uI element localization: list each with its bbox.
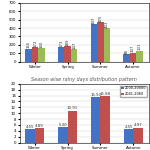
Bar <box>124 129 133 142</box>
Text: 475: 475 <box>98 14 102 22</box>
Text: 4.55: 4.55 <box>26 125 34 129</box>
Text: 447: 447 <box>92 16 96 24</box>
Text: 15.50: 15.50 <box>90 93 101 97</box>
Bar <box>38 48 45 62</box>
Text: 10.91: 10.91 <box>66 106 78 110</box>
Text: 4.89: 4.89 <box>35 124 44 128</box>
Text: 173: 173 <box>59 39 63 47</box>
Bar <box>91 97 101 142</box>
Legend: Baseline(1971-2010), 2041-2060, 2061-2080: Baseline(1971-2010), 2041-2060, 2061-208… <box>39 85 129 90</box>
Text: 160: 160 <box>40 41 44 48</box>
Text: 88: 88 <box>124 49 128 54</box>
Text: 4.55: 4.55 <box>124 125 133 129</box>
Text: 172: 172 <box>33 40 37 47</box>
Text: 189: 189 <box>66 38 70 46</box>
Text: 403: 403 <box>105 20 109 28</box>
Bar <box>136 51 143 62</box>
Bar <box>123 54 130 62</box>
Text: 155: 155 <box>27 41 31 48</box>
Bar <box>68 111 77 142</box>
Bar <box>133 128 143 142</box>
Title: Season wise rainy days distribution pattern: Season wise rainy days distribution patt… <box>31 77 137 82</box>
Bar <box>71 49 78 62</box>
Bar <box>130 53 136 62</box>
Bar <box>58 47 64 62</box>
Bar <box>32 47 38 62</box>
Text: 107: 107 <box>131 45 135 52</box>
Bar <box>90 24 97 62</box>
Bar <box>103 28 110 62</box>
Text: 5.30: 5.30 <box>59 123 67 127</box>
Text: 131: 131 <box>137 43 141 51</box>
Bar <box>25 129 35 142</box>
Text: 4.97: 4.97 <box>134 123 142 127</box>
Bar <box>97 22 103 62</box>
Bar <box>100 96 110 142</box>
Bar <box>64 46 71 62</box>
Text: 147: 147 <box>72 42 76 49</box>
Bar <box>35 128 44 142</box>
Legend: 2000-20000, 2041-2060: 2000-20000, 2041-2060 <box>120 86 147 97</box>
Bar <box>25 49 32 62</box>
Bar <box>58 127 68 142</box>
Text: 15.88: 15.88 <box>99 92 111 96</box>
